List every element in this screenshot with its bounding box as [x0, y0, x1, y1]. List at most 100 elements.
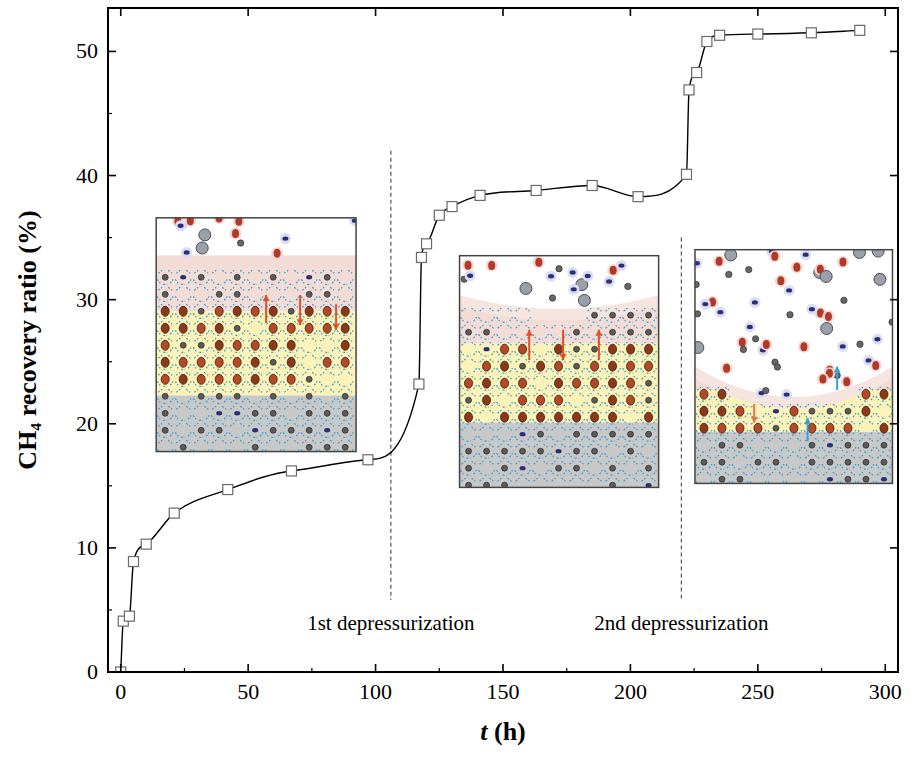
inset-water [779, 472, 783, 475]
inset-ch4 [162, 427, 168, 433]
inset-water [618, 351, 621, 355]
inset-water [296, 432, 299, 436]
inset-water [516, 461, 520, 464]
inset-water [158, 355, 162, 358]
inset-water [260, 398, 263, 402]
inset-water [600, 385, 603, 389]
inset-water [835, 447, 838, 451]
inset-co2-halo [817, 373, 829, 385]
inset-water [289, 369, 293, 370]
inset-water [314, 279, 317, 283]
inset-water [618, 334, 621, 338]
inset-water [337, 296, 340, 300]
inset-water [636, 402, 639, 406]
inset-water [204, 304, 208, 307]
inset-water [588, 427, 592, 430]
inset-water [815, 421, 819, 424]
y-tick [108, 175, 116, 177]
inset-water [193, 381, 196, 385]
inset-co2-gas [763, 340, 770, 349]
inset-water [497, 351, 500, 355]
inset-water [871, 464, 874, 468]
inset-water [805, 472, 809, 475]
inset-water [229, 415, 232, 419]
inset-water [634, 444, 638, 447]
inset-water [497, 470, 500, 474]
data-point [753, 29, 763, 39]
inset-water [859, 404, 863, 407]
inset-water [158, 270, 162, 273]
inset-water [725, 472, 729, 475]
y-tick-label: 50 [76, 38, 98, 63]
inset-n2-halo [744, 321, 755, 332]
inset-co2-halo [607, 264, 619, 276]
inset-co2 [880, 423, 888, 433]
inset-water [294, 440, 298, 443]
inset-water [786, 464, 789, 468]
inset-water [188, 330, 191, 334]
inset-water [186, 389, 190, 392]
data-point [681, 169, 691, 179]
inset-water [163, 318, 167, 319]
inset-water [248, 287, 252, 290]
inset-ch4 [466, 448, 472, 454]
inset-water [240, 389, 244, 392]
inset-water [158, 389, 162, 392]
inset-water [206, 296, 209, 300]
inset-water [641, 334, 644, 338]
inset-water [296, 364, 299, 368]
inset-water [278, 330, 281, 334]
inset-water [332, 313, 335, 317]
x-tick-label: 200 [614, 679, 647, 704]
inset-water [714, 464, 717, 468]
inset-co2-gas [843, 377, 850, 386]
inset-water [490, 376, 494, 379]
inset-water [479, 402, 482, 406]
inset-water [526, 325, 530, 328]
inset-water [546, 385, 549, 389]
x-tick-top [630, 8, 632, 16]
inset-co2 [501, 378, 509, 388]
inset-water [859, 387, 863, 390]
inset-water [503, 322, 507, 323]
inset-water [636, 334, 639, 338]
inset-water [211, 398, 214, 402]
inset-water [163, 386, 167, 387]
inset-water [508, 308, 512, 311]
inset-water [253, 301, 257, 302]
inset-co2 [341, 306, 349, 316]
inset-water [846, 435, 850, 436]
inset-water [194, 389, 198, 392]
inset-water [552, 461, 556, 464]
inset-water [526, 461, 530, 464]
inset-water [546, 368, 549, 372]
inset-water [727, 413, 730, 417]
inset-water [562, 393, 566, 396]
inset-water [284, 440, 288, 443]
inset-co2 [609, 378, 617, 388]
inset-band [156, 395, 356, 451]
inset-ch4 [466, 465, 472, 471]
inset-water [546, 402, 549, 406]
inset-water [823, 438, 827, 441]
inset-water [546, 351, 549, 355]
inset-water [786, 430, 789, 434]
inset-water [715, 438, 719, 441]
inset-water [557, 475, 561, 476]
inset-n2-gas [866, 358, 872, 362]
inset-ch4 [881, 459, 887, 465]
inset-water [343, 369, 347, 370]
inset-water [163, 420, 167, 421]
inset-water [337, 381, 340, 385]
inset-water [212, 440, 216, 443]
inset-water [720, 401, 724, 402]
inset-water [492, 351, 495, 355]
inset-water [725, 421, 729, 424]
inset-water [157, 279, 160, 283]
inset-water [224, 398, 227, 402]
inset-water [474, 453, 477, 457]
inset-water [624, 393, 628, 396]
inset-water [325, 420, 329, 421]
inset-water [188, 381, 191, 385]
inset-water [325, 369, 329, 370]
